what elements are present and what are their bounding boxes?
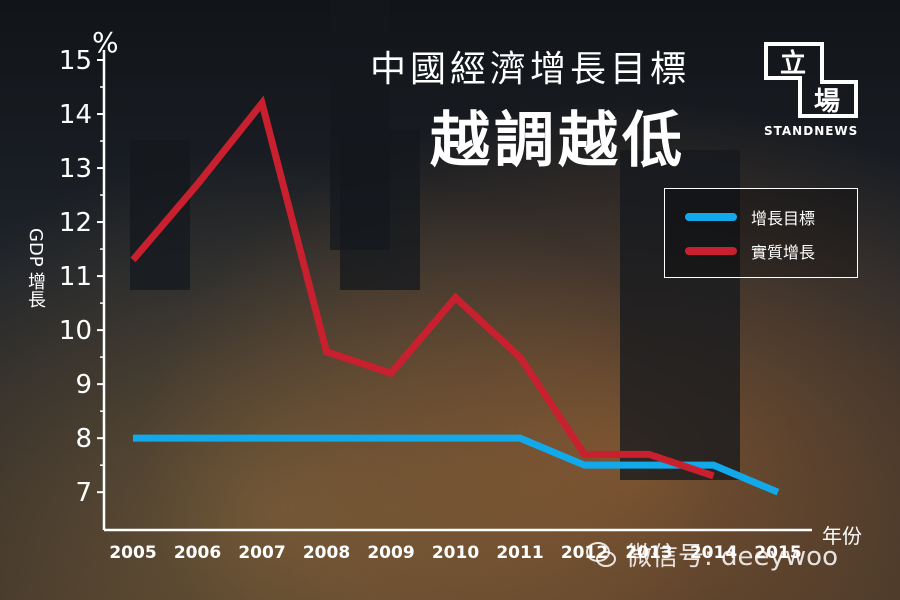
y-tick-label: 14 — [59, 100, 92, 130]
axes — [97, 50, 812, 532]
legend-label-actual: 實質增長 — [751, 243, 816, 262]
logo-char-2: 場 — [814, 87, 840, 117]
y-tick-label: 10 — [59, 316, 92, 346]
watermark-text: 微信号: deeywoo — [626, 542, 838, 572]
background-building — [620, 150, 740, 480]
legend-swatch-target — [685, 213, 737, 221]
legend-swatch-actual — [685, 247, 737, 255]
y-tick-label: 13 — [59, 154, 92, 184]
y-tick-label: 7 — [75, 478, 92, 508]
y-tick-label: 11 — [59, 262, 92, 292]
y-tick-label: 9 — [75, 370, 92, 400]
legend: 增長目標 實質增長 — [664, 188, 858, 278]
y-tick-label: 15 — [59, 46, 92, 76]
x-tick-label: 2005 — [109, 543, 156, 563]
tick-labels: 7 8 9 10 11 12 13 14 15 2005 2006 2007 2008 2009 2010 2… — [59, 46, 802, 563]
x-tick-label: 2009 — [367, 543, 414, 563]
background-building — [340, 130, 420, 290]
x-tick-label: 2015 — [754, 543, 801, 563]
x-tick-label: 2007 — [238, 543, 285, 563]
wechat-icon — [586, 541, 616, 567]
x-tick-label: 2010 — [432, 543, 479, 563]
y-tick-label: 12 — [59, 208, 92, 238]
chart-title-line1: 中國經濟增長目標 — [370, 49, 691, 90]
watermark: 微信号: deeywoo — [586, 536, 838, 573]
x-axis-label: 年份 — [822, 524, 862, 548]
legend-label-target: 增長目標 — [751, 209, 816, 228]
logo-wordmark: STANDNEWS — [764, 124, 859, 138]
series-lines — [130, 95, 780, 496]
y-tick-label: 8 — [75, 424, 92, 454]
chart-title-line2: 越調越低 — [430, 106, 686, 176]
x-tick-label: 2013 — [625, 543, 672, 563]
series-line-actual — [130, 95, 715, 480]
standnews-logo: 立 場 — [764, 42, 858, 118]
x-tick-label: 2011 — [496, 543, 543, 563]
y-axis-label: GDP 增長 — [25, 228, 46, 309]
legend-item-target: 增長目標 — [685, 205, 815, 229]
y-unit-label: % — [92, 26, 119, 59]
background-building — [130, 140, 190, 290]
legend-item-actual: 實質增長 — [685, 239, 815, 263]
x-tick-label: 2008 — [303, 543, 350, 563]
x-tick-label: 2006 — [174, 543, 221, 563]
x-tick-label: 2014 — [690, 543, 737, 563]
logo-char-1: 立 — [780, 48, 806, 79]
